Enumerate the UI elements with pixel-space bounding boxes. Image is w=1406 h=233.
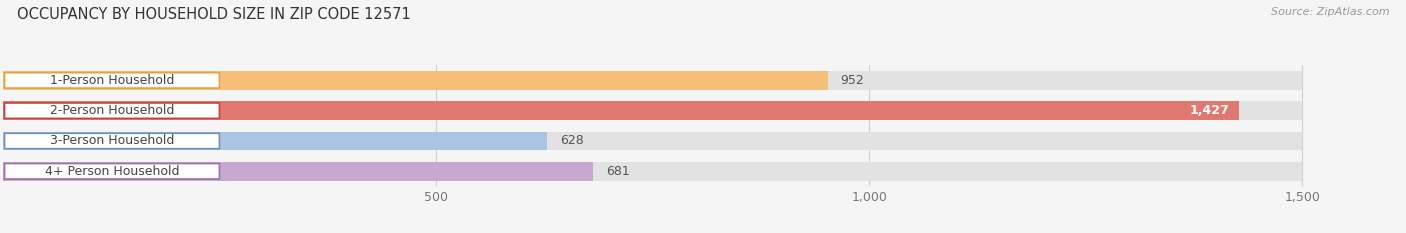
Bar — [3, 101, 1239, 120]
Bar — [3, 162, 593, 181]
Text: OCCUPANCY BY HOUSEHOLD SIZE IN ZIP CODE 12571: OCCUPANCY BY HOUSEHOLD SIZE IN ZIP CODE … — [17, 7, 411, 22]
Bar — [3, 132, 547, 150]
Text: 952: 952 — [841, 74, 865, 87]
Text: 628: 628 — [560, 134, 583, 147]
FancyBboxPatch shape — [4, 73, 219, 88]
Text: Source: ZipAtlas.com: Source: ZipAtlas.com — [1271, 7, 1389, 17]
Bar — [3, 101, 1302, 120]
Bar — [3, 71, 1302, 90]
Bar — [3, 71, 828, 90]
Text: 1,427: 1,427 — [1189, 104, 1229, 117]
FancyBboxPatch shape — [4, 133, 219, 149]
Text: 681: 681 — [606, 165, 630, 178]
Text: 2-Person Household: 2-Person Household — [49, 104, 174, 117]
Bar — [3, 132, 1302, 150]
Bar — [3, 162, 1302, 181]
FancyBboxPatch shape — [4, 103, 219, 118]
Text: 1-Person Household: 1-Person Household — [49, 74, 174, 87]
Text: 3-Person Household: 3-Person Household — [49, 134, 174, 147]
FancyBboxPatch shape — [4, 164, 219, 179]
Text: 4+ Person Household: 4+ Person Household — [45, 165, 179, 178]
